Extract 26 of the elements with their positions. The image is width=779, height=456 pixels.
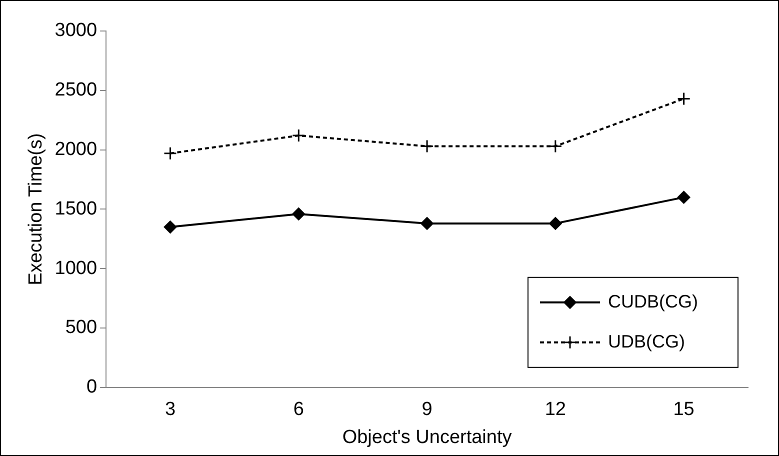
point [164,220,177,234]
y-tick-label: 2000 [54,139,98,160]
y-tick-label: 1500 [54,198,98,220]
point [548,216,562,230]
x-tick-label: 9 [422,399,432,420]
x-tick-label: 12 [544,399,566,420]
point [292,128,306,142]
point [164,146,178,160]
y-tick-label: 2500 [54,80,98,101]
y-tick-label: 0 [86,376,98,398]
legend-label: UDB(CG) [608,331,685,352]
point [677,190,690,204]
point [292,207,306,220]
point [420,216,434,230]
x-tick-label: 3 [164,399,176,420]
legend-label: CUDB(CG) [608,291,698,312]
point [420,139,434,153]
point [548,139,562,153]
y-axis-title: Execution Time(s) [26,133,47,286]
y-tick-label: 500 [65,317,98,338]
y-tick-label: 1000 [54,258,98,279]
x-tick-label: 6 [293,399,304,420]
point [677,92,691,106]
x-tick-label: 15 [673,399,694,420]
y-tick-label: 3000 [54,20,98,42]
x-axis-title: Object's Uncertainty [342,426,512,448]
